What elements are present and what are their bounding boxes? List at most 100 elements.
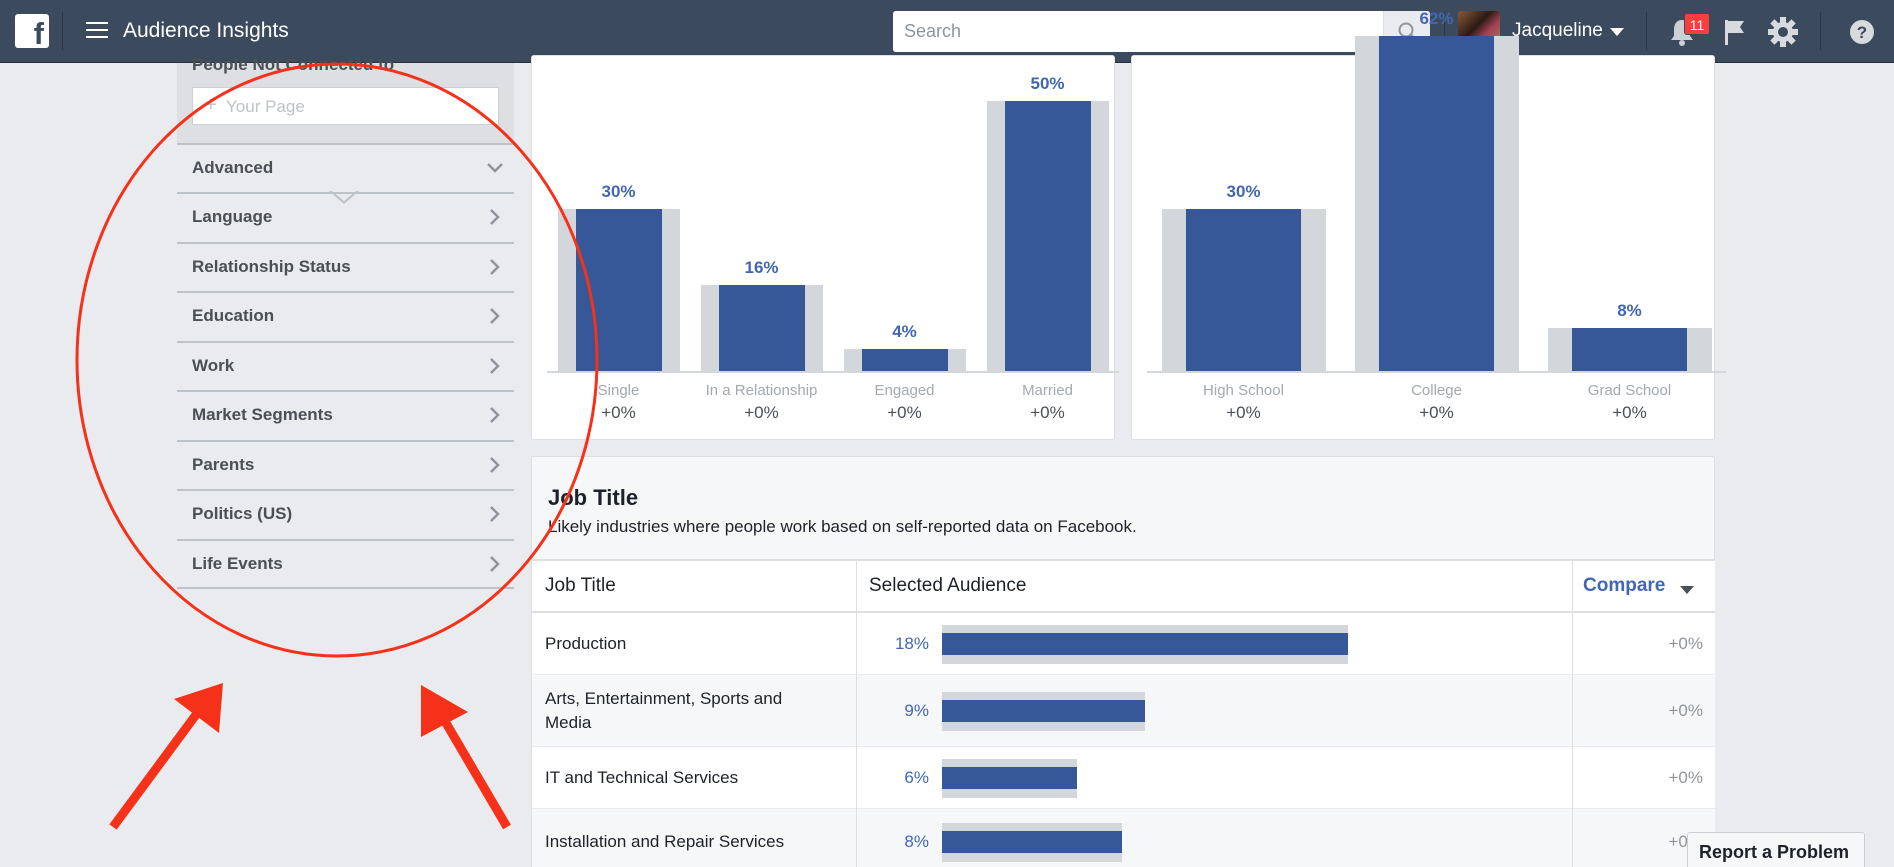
bar[interactable] [1379, 36, 1494, 371]
bar-change-label: +0% [1030, 403, 1065, 422]
bar-change-label: +0% [1226, 403, 1261, 422]
sidebar-item-advanced[interactable]: Advanced [177, 143, 514, 192]
chevron-down-icon[interactable] [1680, 586, 1694, 594]
bar-category-label: High School [1203, 382, 1284, 399]
column-divider [1572, 561, 1573, 867]
job-title-cell: Installation and Repair Services [545, 832, 785, 851]
job-title-table: Job Title Selected Audience Compare Prod… [532, 559, 1715, 867]
education-card: 30% High School +0% 62% College +0% 8% Grad Sch… [1131, 9, 1726, 440]
sidebar-item-label: Market Segments [192, 405, 333, 424]
audience-bar [942, 700, 1145, 722]
divider [62, 12, 63, 50]
sidebar-item-work[interactable]: Work [177, 341, 514, 390]
chevron-right-icon [490, 358, 500, 374]
bar-value-label: 62% [1419, 9, 1454, 29]
bar-category-label: Single [597, 382, 640, 399]
settings-gear-icon[interactable] [1766, 15, 1800, 49]
bar-change-label: +0% [1612, 403, 1647, 422]
bar[interactable] [861, 349, 948, 371]
chevron-right-icon [490, 506, 500, 522]
chart-baseline [1147, 371, 1726, 373]
table-header: Job Title Selected Audience Compare [532, 561, 1715, 613]
page-input[interactable]: + Your Page [192, 87, 499, 125]
divider [1444, 12, 1445, 50]
chevron-down-icon [487, 163, 503, 173]
page-input-placeholder: Your Page [226, 97, 305, 116]
table-row[interactable]: Production 18% +0% [532, 613, 1715, 675]
chevron-right-icon [490, 259, 500, 275]
top-navigation-bar: f Audience Insights Jacqueline 11 [0, 0, 1894, 63]
bar-category-label: Grad School [1587, 382, 1672, 399]
flag-icon[interactable] [1722, 17, 1748, 47]
sidebar-item-label: Parents [192, 455, 255, 474]
column-header-job-title[interactable]: Job Title [545, 575, 616, 596]
sidebar-item-market-segments[interactable]: Market Segments [177, 390, 514, 439]
section-title: Job Title [548, 485, 639, 510]
compare-change: +0% [1668, 701, 1704, 720]
sidebar-item-life-events[interactable]: Life Events [177, 539, 514, 588]
bar-value-label: 30% [1226, 182, 1261, 201]
divider [1820, 12, 1821, 50]
people-not-connected-section: People Not Connected to + Your Page [177, 55, 514, 143]
table-row[interactable]: Installation and Repair Services 8% +0% [532, 809, 1715, 867]
column-divider [856, 561, 857, 867]
sidebar-item-label: Advanced [192, 158, 274, 177]
sidebar-item-politics-us[interactable]: Politics (US) [177, 489, 514, 538]
sidebar-item-label: Politics (US) [192, 504, 293, 523]
help-icon[interactable]: ? [1849, 19, 1875, 45]
bar[interactable] [1186, 209, 1301, 371]
section-label: People Not Connected to [192, 55, 395, 74]
bar-value-label: 50% [1030, 74, 1065, 93]
user-name[interactable]: Jacqueline [1512, 20, 1603, 41]
bar-category-label: Married [1022, 382, 1073, 399]
sidebar-item-education[interactable]: Education [177, 291, 514, 340]
sidebar-item-label: Work [192, 356, 235, 375]
chevron-right-icon [490, 457, 500, 473]
bar-category-label: In a Relationship [705, 382, 818, 399]
search-input[interactable] [893, 11, 1383, 52]
sidebar-item-label: Life Events [192, 554, 283, 573]
facebook-logo-icon[interactable]: f [15, 14, 49, 48]
bar[interactable] [1004, 101, 1091, 371]
sidebar-item-relationship-status[interactable]: Relationship Status [177, 242, 514, 291]
chevron-right-icon [490, 308, 500, 324]
audience-bar [942, 767, 1078, 789]
bar-value-label: 30% [601, 182, 636, 201]
audience-percent: 18% [894, 634, 929, 653]
menu-icon[interactable] [86, 22, 108, 40]
audience-percent: 8% [904, 832, 929, 851]
bar[interactable] [1572, 327, 1687, 371]
compare-change: +0% [1668, 768, 1704, 787]
bar[interactable] [575, 209, 662, 371]
table-row[interactable]: Arts, Entertainment, Sports and Media 9% +… [532, 675, 1715, 747]
sidebar-item-language[interactable]: Language [177, 192, 514, 241]
account-menu-caret-icon[interactable] [1610, 28, 1624, 36]
table-row[interactable]: IT and Technical Services 6% +0% [532, 747, 1715, 809]
sidebar-item-parents[interactable]: Parents [177, 440, 514, 489]
audience-percent: 6% [904, 768, 929, 787]
bar-value-label: 8% [1617, 300, 1642, 320]
job-title-cell: Arts, Entertainment, Sports and Media [545, 689, 783, 732]
job-title-cell: Production [545, 634, 627, 653]
svg-text:?: ? [1857, 23, 1867, 42]
bar-value-label: 4% [892, 322, 917, 342]
sidebar-item-label: Relationship Status [192, 257, 351, 276]
compare-dropdown[interactable]: Compare [1583, 575, 1666, 596]
report-problem-button[interactable]: Report a Problem [1687, 832, 1865, 867]
bar[interactable] [718, 284, 805, 371]
chart-baseline [547, 371, 1119, 373]
chevron-right-icon [490, 407, 500, 423]
audience-bar [942, 633, 1348, 655]
table-body: Production 18% +0% Arts, Entertainment, Spo… [532, 613, 1715, 867]
relationship-status-card: 30% Single +0% 16% In a Relationship +0% 4% Eng… [531, 55, 1119, 440]
chevron-right-icon [490, 556, 500, 572]
divider [1646, 12, 1647, 50]
divider [177, 587, 514, 589]
bar-category-label: College [1411, 382, 1462, 399]
bar-change-label: +0% [601, 403, 636, 422]
column-header-selected-audience[interactable]: Selected Audience [869, 575, 1027, 596]
bar-change-label: +0% [1419, 403, 1454, 422]
sidebar-item-label: Language [192, 207, 273, 226]
bar-value-label: 16% [744, 257, 779, 277]
chevron-right-icon [490, 209, 500, 225]
